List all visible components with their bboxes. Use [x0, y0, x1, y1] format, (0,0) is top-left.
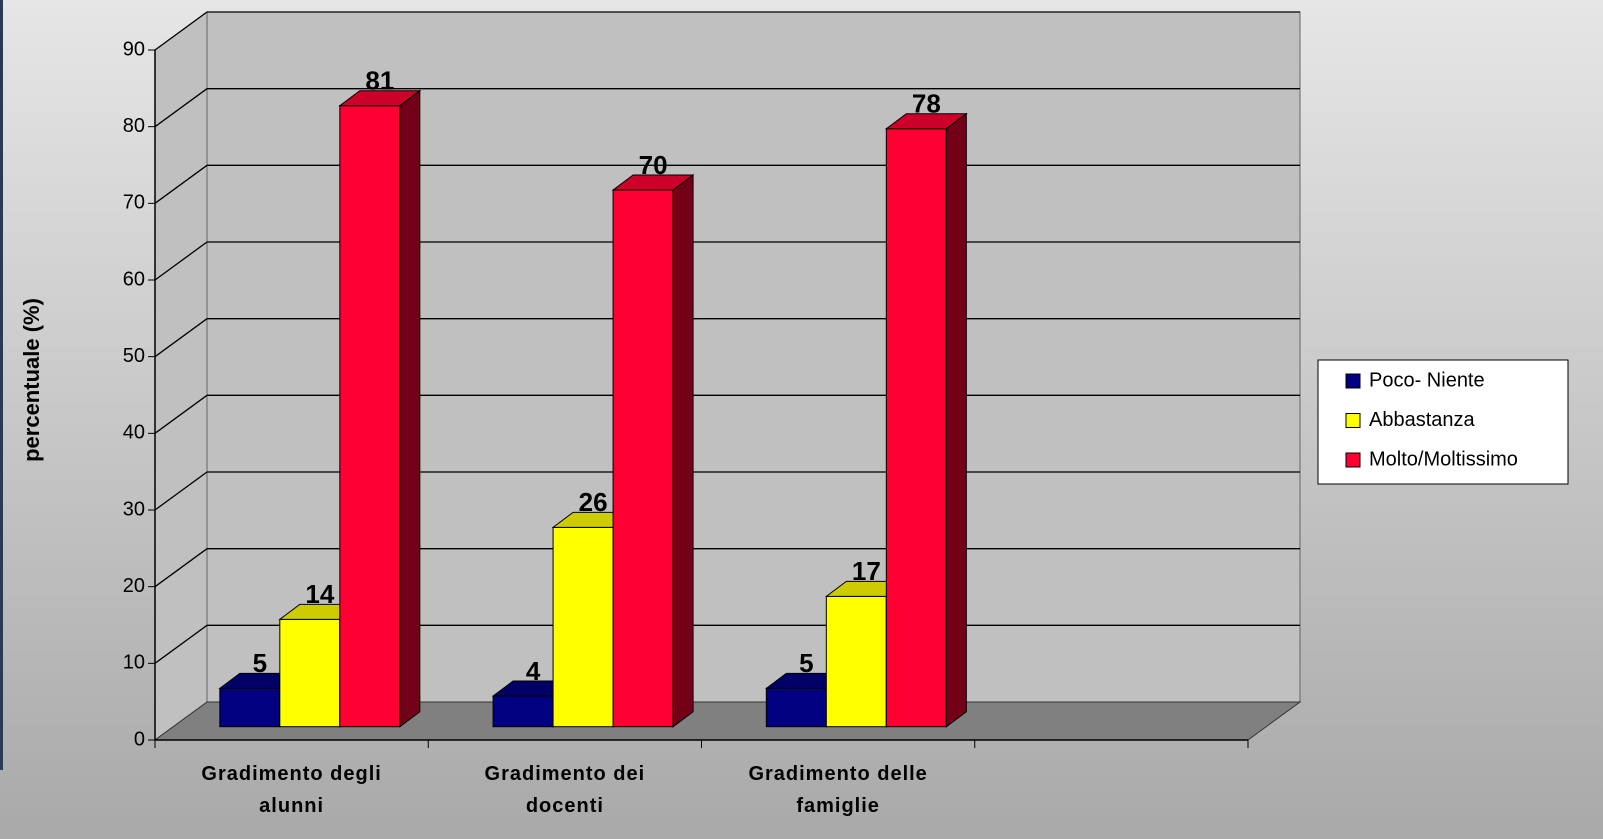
data-label: 5 [799, 648, 813, 678]
bar-front [612, 189, 674, 728]
legend-swatch [1345, 373, 1361, 389]
bar-front [492, 695, 554, 728]
grid-line-side [154, 394, 208, 434]
grid-line-side [154, 11, 208, 51]
y-axis-label: percentuale (%) [19, 298, 44, 462]
data-label: 26 [579, 487, 608, 517]
data-label: 4 [526, 656, 541, 686]
bar-front [552, 526, 614, 728]
y-tick-label: 20 [123, 575, 145, 597]
x-tick-label: Gradimento degli alunni [201, 763, 382, 817]
grid-line-side [154, 548, 208, 588]
x-tick-label: Gradimento dei docenti [484, 763, 646, 817]
grid-line-side [154, 318, 208, 358]
legend-label: Molto/Moltissimo [1369, 448, 1518, 470]
bar [338, 89, 422, 728]
y-tick-label: 80 [123, 115, 145, 137]
grid-line-side [154, 471, 208, 511]
y-tick-label: 50 [123, 345, 145, 367]
x-tick-label: Gradimento delle famiglie [748, 763, 928, 817]
bar-side [945, 112, 967, 728]
bar-side [672, 174, 694, 728]
bar-front [339, 105, 401, 728]
bar-top [338, 90, 422, 107]
bar-front [885, 128, 947, 728]
legend-swatch [1345, 452, 1361, 468]
grid-line-side [154, 164, 208, 204]
bar-front [825, 595, 887, 728]
bar-front [765, 687, 827, 728]
y-tick-label: 30 [123, 498, 145, 520]
bar [884, 112, 968, 728]
data-label: 5 [253, 648, 267, 678]
grid-line-side [154, 88, 208, 128]
legend: Poco- Niente Abbastanza Molto/Moltissimo [1317, 359, 1569, 485]
legend-label: Abbastanza [1369, 409, 1476, 431]
legend-swatch [1345, 413, 1361, 428]
grid-line-side [154, 624, 208, 664]
y-tick-label: 60 [123, 268, 145, 290]
data-label: 70 [639, 150, 668, 180]
legend-label: Poco- Niente [1369, 369, 1485, 391]
y-tick-label: 40 [123, 422, 145, 444]
y-tick-label: 0 [134, 728, 145, 750]
slide-edge [0, 0, 3, 770]
y-tick-label: 90 [123, 38, 145, 60]
bar-top [611, 174, 695, 191]
data-label: 81 [365, 66, 394, 96]
data-label: 78 [912, 89, 941, 119]
bar-front [279, 618, 341, 728]
bar-front [219, 687, 281, 728]
y-tick-label: 70 [123, 192, 145, 214]
data-label: 14 [305, 579, 334, 609]
data-label: 17 [852, 556, 881, 586]
bar-top [884, 113, 968, 130]
y-tick-label: 10 [123, 652, 145, 674]
grid-line-side [154, 241, 208, 281]
bar-side [399, 89, 421, 728]
bar [611, 174, 695, 728]
